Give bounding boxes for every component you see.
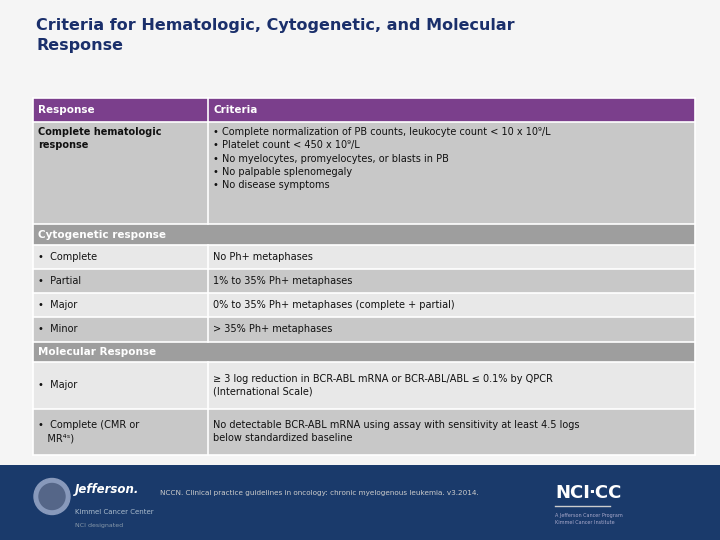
Text: •  Complete: • Complete <box>38 252 97 262</box>
Text: Complete hematologic
response: Complete hematologic response <box>38 127 161 150</box>
Bar <box>33 318 695 342</box>
Bar <box>33 293 695 318</box>
Bar <box>33 362 695 409</box>
Text: Kimmel Cancer Center: Kimmel Cancer Center <box>75 509 153 515</box>
Text: ·CC: ·CC <box>588 484 621 503</box>
Bar <box>33 98 695 122</box>
Circle shape <box>39 483 65 510</box>
Text: No detectable BCR-ABL mRNA using assay with sensitivity at least 4.5 logs
below : No detectable BCR-ABL mRNA using assay w… <box>213 420 580 443</box>
Bar <box>33 269 695 293</box>
Circle shape <box>34 478 70 515</box>
Bar <box>0 465 720 540</box>
Text: Cytogenetic response: Cytogenetic response <box>38 230 166 240</box>
Text: •  Minor: • Minor <box>38 325 78 334</box>
Text: 0% to 35% Ph+ metaphases (complete + partial): 0% to 35% Ph+ metaphases (complete + par… <box>213 300 455 310</box>
Text: NCCN. Clinical practice guidelines in oncology: chronic myelogenous leukemia. v3: NCCN. Clinical practice guidelines in on… <box>160 490 479 496</box>
Bar <box>33 122 695 225</box>
Text: A Jefferson Cancer Program
Kimmel Cancer Institute: A Jefferson Cancer Program Kimmel Cancer… <box>555 514 623 524</box>
Bar <box>33 409 695 455</box>
Text: •  Partial: • Partial <box>38 276 81 286</box>
Text: NCI designated: NCI designated <box>75 523 123 528</box>
Bar <box>33 245 695 269</box>
Text: 1% to 35% Ph+ metaphases: 1% to 35% Ph+ metaphases <box>213 276 353 286</box>
Text: ≥ 3 log reduction in BCR-ABL mRNA or BCR-ABL/ABL ≤ 0.1% by QPCR
(International S: ≥ 3 log reduction in BCR-ABL mRNA or BCR… <box>213 374 553 397</box>
Text: NCI: NCI <box>555 484 590 503</box>
Text: Criteria for Hematologic, Cytogenetic, and Molecular: Criteria for Hematologic, Cytogenetic, a… <box>36 18 515 33</box>
Text: Molecular Response: Molecular Response <box>38 347 156 357</box>
Bar <box>33 225 695 245</box>
Text: •  Major: • Major <box>38 380 77 390</box>
Text: No Ph+ metaphases: No Ph+ metaphases <box>213 252 313 262</box>
Text: •  Major: • Major <box>38 300 77 310</box>
Bar <box>33 342 695 362</box>
Text: •  Complete (CMR or
   MR⁴ˢ): • Complete (CMR or MR⁴ˢ) <box>38 420 139 443</box>
Text: Jefferson.: Jefferson. <box>75 483 140 496</box>
Text: Response: Response <box>36 38 123 53</box>
Text: Response: Response <box>38 105 94 115</box>
Text: Criteria: Criteria <box>213 105 258 115</box>
Text: > 35% Ph+ metaphases: > 35% Ph+ metaphases <box>213 325 333 334</box>
Text: • Complete normalization of PB counts, leukocyte count < 10 x 10⁹/L
• Platelet c: • Complete normalization of PB counts, l… <box>213 127 551 190</box>
